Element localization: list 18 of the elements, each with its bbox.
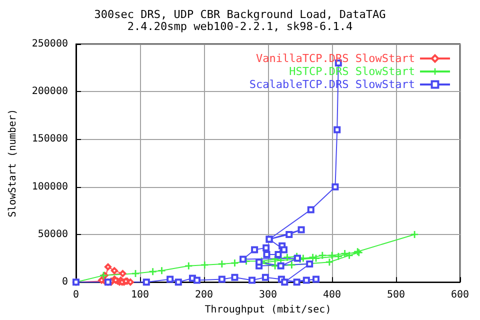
y-tick-label: 100000 bbox=[32, 181, 68, 192]
x-tick-label: 500 bbox=[386, 290, 406, 301]
legend-label: VanillaTCP.DRS SlowStart bbox=[256, 52, 415, 65]
x-tick-label: 600 bbox=[450, 290, 470, 301]
x-tick-label: 200 bbox=[194, 290, 214, 301]
x-tick-label: 100 bbox=[130, 290, 150, 301]
chart-subtitle: 2.4.20smp web100-2.2.1, sk98-6.1.4 bbox=[127, 20, 353, 33]
x-tick-label: 300 bbox=[258, 290, 278, 301]
y-tick-label: 0 bbox=[62, 276, 68, 288]
x-axis-title: Throughput (mbit/sec) bbox=[204, 304, 332, 316]
y-tick-label: 150000 bbox=[32, 134, 68, 145]
y-tick-label: 250000 bbox=[32, 38, 68, 50]
y-tick-label: 50000 bbox=[38, 228, 68, 240]
y-axis-title: SlowStart (number) bbox=[8, 108, 18, 218]
chart-title: 300sec DRS, UDP CBR Background Load, DataTAG bbox=[94, 8, 386, 21]
y-tick-label: 200000 bbox=[32, 86, 68, 98]
x-tick-label: 400 bbox=[322, 290, 342, 301]
x-tick-label: 0 bbox=[72, 290, 80, 301]
